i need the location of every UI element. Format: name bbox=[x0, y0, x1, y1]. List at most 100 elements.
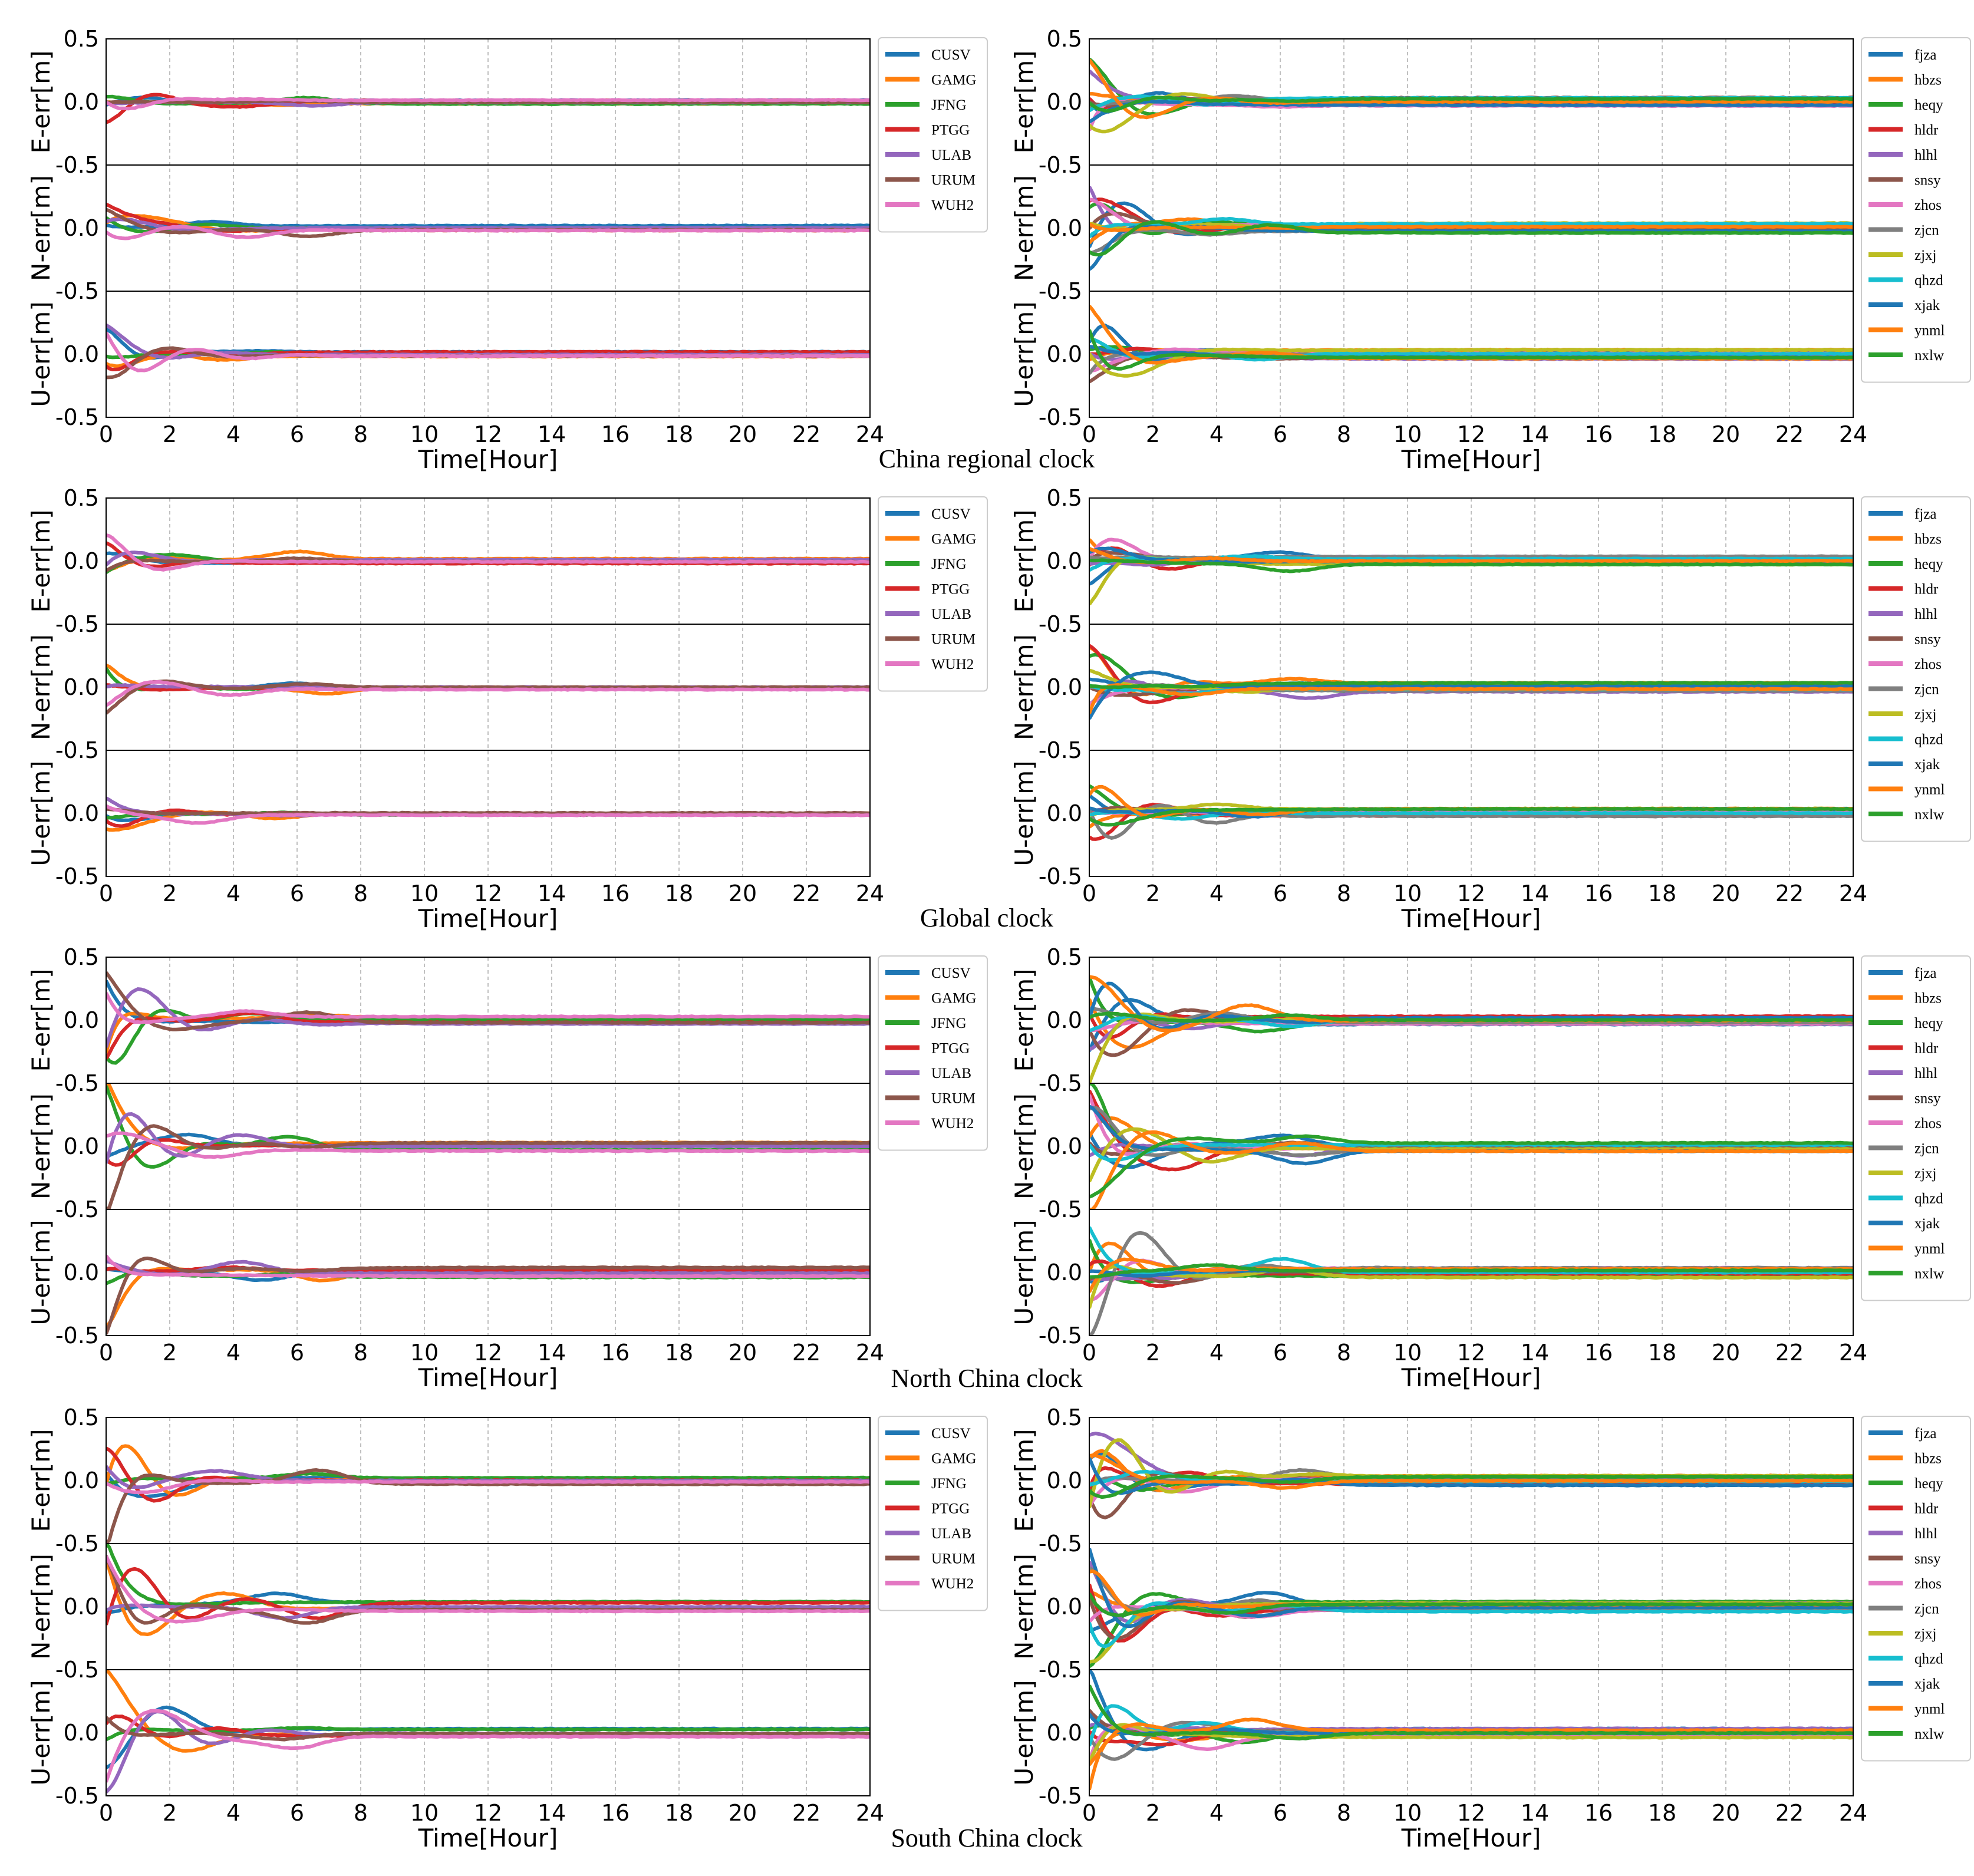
caption-china-regional-clock: China regional clock bbox=[879, 444, 1095, 473]
legend-label-URUM: URUM bbox=[931, 1091, 976, 1107]
y-tick-label: -0.5 bbox=[55, 611, 99, 637]
x-tick-label: 14 bbox=[538, 881, 566, 906]
x-tick-label: 2 bbox=[163, 421, 177, 447]
x-tick-label: 16 bbox=[601, 1800, 630, 1826]
series-line-nxlw-u bbox=[1089, 1684, 1853, 1741]
legend-label-zhos: zhos bbox=[1914, 197, 1942, 213]
y-axis-label-e: E-err[m] bbox=[27, 968, 55, 1071]
series-line-ynml-n bbox=[1089, 683, 1853, 714]
y-axis-label-e: E-err[m] bbox=[1010, 1429, 1039, 1532]
legend-label-zjcn: zjcn bbox=[1914, 1601, 1939, 1617]
x-tick-label: 24 bbox=[1839, 421, 1867, 447]
x-tick-label: 0 bbox=[1082, 1800, 1096, 1826]
series-line-ULAB-n bbox=[106, 1112, 870, 1164]
x-tick-label: 8 bbox=[354, 1340, 368, 1366]
series-line-zjxj-n bbox=[1089, 1127, 1853, 1183]
y-axis-label-n: N-err[m] bbox=[27, 634, 55, 740]
x-tick-label: 2 bbox=[1146, 1340, 1160, 1366]
series-line-WUH2-e bbox=[106, 992, 870, 1024]
series-line-nxlw-e bbox=[1089, 558, 1853, 573]
legend-label-PTGG: PTGG bbox=[931, 1501, 970, 1517]
legend-label-JFNG: JFNG bbox=[931, 1016, 967, 1031]
series-line-ynml-n bbox=[1089, 1130, 1853, 1209]
legend-label-hldr: hldr bbox=[1914, 582, 1939, 598]
plot-frame bbox=[1089, 1417, 1854, 1796]
x-tick-label: 8 bbox=[354, 421, 368, 447]
y-tick-label: 0.0 bbox=[1047, 89, 1082, 115]
legend-label-fjza: fjza bbox=[1914, 965, 1936, 981]
legend-label-GAMG: GAMG bbox=[931, 991, 976, 1007]
y-tick-label: -0.5 bbox=[1039, 1323, 1082, 1349]
legend-label-ynml: ynml bbox=[1914, 1241, 1945, 1257]
legend-label-zjcn: zjcn bbox=[1914, 682, 1939, 698]
y-tick-label: 0.0 bbox=[1047, 1720, 1082, 1746]
y-tick-label: 0.0 bbox=[64, 89, 99, 115]
x-tick-label: 22 bbox=[1775, 881, 1804, 906]
plot-frame bbox=[106, 38, 871, 418]
legend-label-CUSV: CUSV bbox=[931, 47, 971, 63]
y-tick-label: 0.0 bbox=[1047, 1007, 1082, 1033]
x-axis-label: Time[Hour] bbox=[418, 445, 558, 474]
x-tick-label: 10 bbox=[1393, 421, 1422, 447]
y-tick-label: -0.5 bbox=[1039, 1531, 1082, 1557]
x-tick-label: 24 bbox=[856, 881, 884, 906]
legend-label-heqy: heqy bbox=[1914, 1476, 1943, 1492]
y-axis-label-u: U-err[m] bbox=[1010, 1680, 1039, 1785]
legend-label-zjcn: zjcn bbox=[1914, 1141, 1939, 1157]
series-line-WUH2-n bbox=[106, 680, 870, 707]
y-axis-label-u: U-err[m] bbox=[1010, 760, 1039, 866]
x-tick-label: 6 bbox=[1273, 421, 1287, 447]
series-line-PTGG-e bbox=[106, 1446, 870, 1503]
series-line-URUM-u bbox=[106, 1716, 870, 1742]
x-tick-label: 18 bbox=[665, 1340, 693, 1366]
y-tick-label: 0.5 bbox=[1047, 1404, 1082, 1430]
series-line-nxlw-u bbox=[1089, 1263, 1853, 1279]
series-line-WUH2-n bbox=[106, 1131, 870, 1159]
legend-label-hbzs: hbzs bbox=[1914, 532, 1942, 548]
x-tick-label: 6 bbox=[290, 421, 304, 447]
x-tick-label: 10 bbox=[1393, 1340, 1422, 1366]
series-line-nxlw-e bbox=[1089, 1011, 1853, 1023]
x-tick-label: 22 bbox=[792, 421, 820, 447]
caption-global-clock: Global clock bbox=[920, 904, 1053, 932]
x-tick-label: 20 bbox=[729, 1340, 757, 1366]
legend-label-GAMG: GAMG bbox=[931, 532, 976, 548]
series-line-qhzd-u bbox=[1089, 810, 1853, 821]
y-axis-label-u: U-err[m] bbox=[1010, 1219, 1039, 1325]
series-line-WUH2-u bbox=[106, 331, 870, 372]
x-tick-label: 16 bbox=[1584, 1800, 1613, 1826]
y-tick-label: 0.0 bbox=[64, 1007, 99, 1033]
series-line-URUM-u bbox=[106, 1256, 870, 1335]
legend-label-xjak: xjak bbox=[1914, 1216, 1940, 1232]
y-tick-label: 0.0 bbox=[1047, 800, 1082, 826]
series-line-ynml-n bbox=[1089, 222, 1853, 233]
x-tick-label: 10 bbox=[410, 1800, 439, 1826]
y-tick-label: 0.0 bbox=[1047, 1133, 1082, 1159]
legend-label-WUH2: WUH2 bbox=[931, 1116, 974, 1132]
legend-label-zjcn: zjcn bbox=[1914, 223, 1939, 239]
legend-box bbox=[878, 955, 988, 1151]
legend-label-hldr: hldr bbox=[1914, 1041, 1939, 1057]
legend-box bbox=[1861, 955, 1971, 1301]
y-tick-label: 0.0 bbox=[64, 548, 99, 574]
x-tick-label: 20 bbox=[1712, 881, 1740, 906]
series-line-WUH2-u bbox=[106, 1709, 870, 1783]
x-tick-label: 22 bbox=[792, 881, 820, 906]
plot-frame bbox=[1089, 38, 1854, 418]
series-line-nxlw-n bbox=[1089, 220, 1853, 257]
legend-label-nxlw: nxlw bbox=[1914, 807, 1944, 823]
legend-label-hldr: hldr bbox=[1914, 1501, 1939, 1517]
legend-label-URUM: URUM bbox=[931, 1551, 976, 1567]
chart-left-north-china-clock: E-err[m] N-err[m] U-err[m] 0.5 0.0 -0.5 0.0 -0.… bbox=[27, 944, 988, 1392]
x-tick-label: 6 bbox=[1273, 1800, 1287, 1826]
x-tick-label: 0 bbox=[99, 1800, 113, 1826]
x-tick-label: 2 bbox=[1146, 421, 1160, 447]
x-tick-label: 2 bbox=[163, 1800, 177, 1826]
series-line-nxlw-e bbox=[1089, 1474, 1853, 1499]
x-tick-label: 20 bbox=[1712, 421, 1740, 447]
y-tick-label: -0.5 bbox=[55, 1657, 99, 1683]
legend-label-xjak: xjak bbox=[1914, 1676, 1940, 1692]
legend-label-hlhl: hlhl bbox=[1914, 1526, 1937, 1542]
legend-label-WUH2: WUH2 bbox=[931, 197, 974, 213]
